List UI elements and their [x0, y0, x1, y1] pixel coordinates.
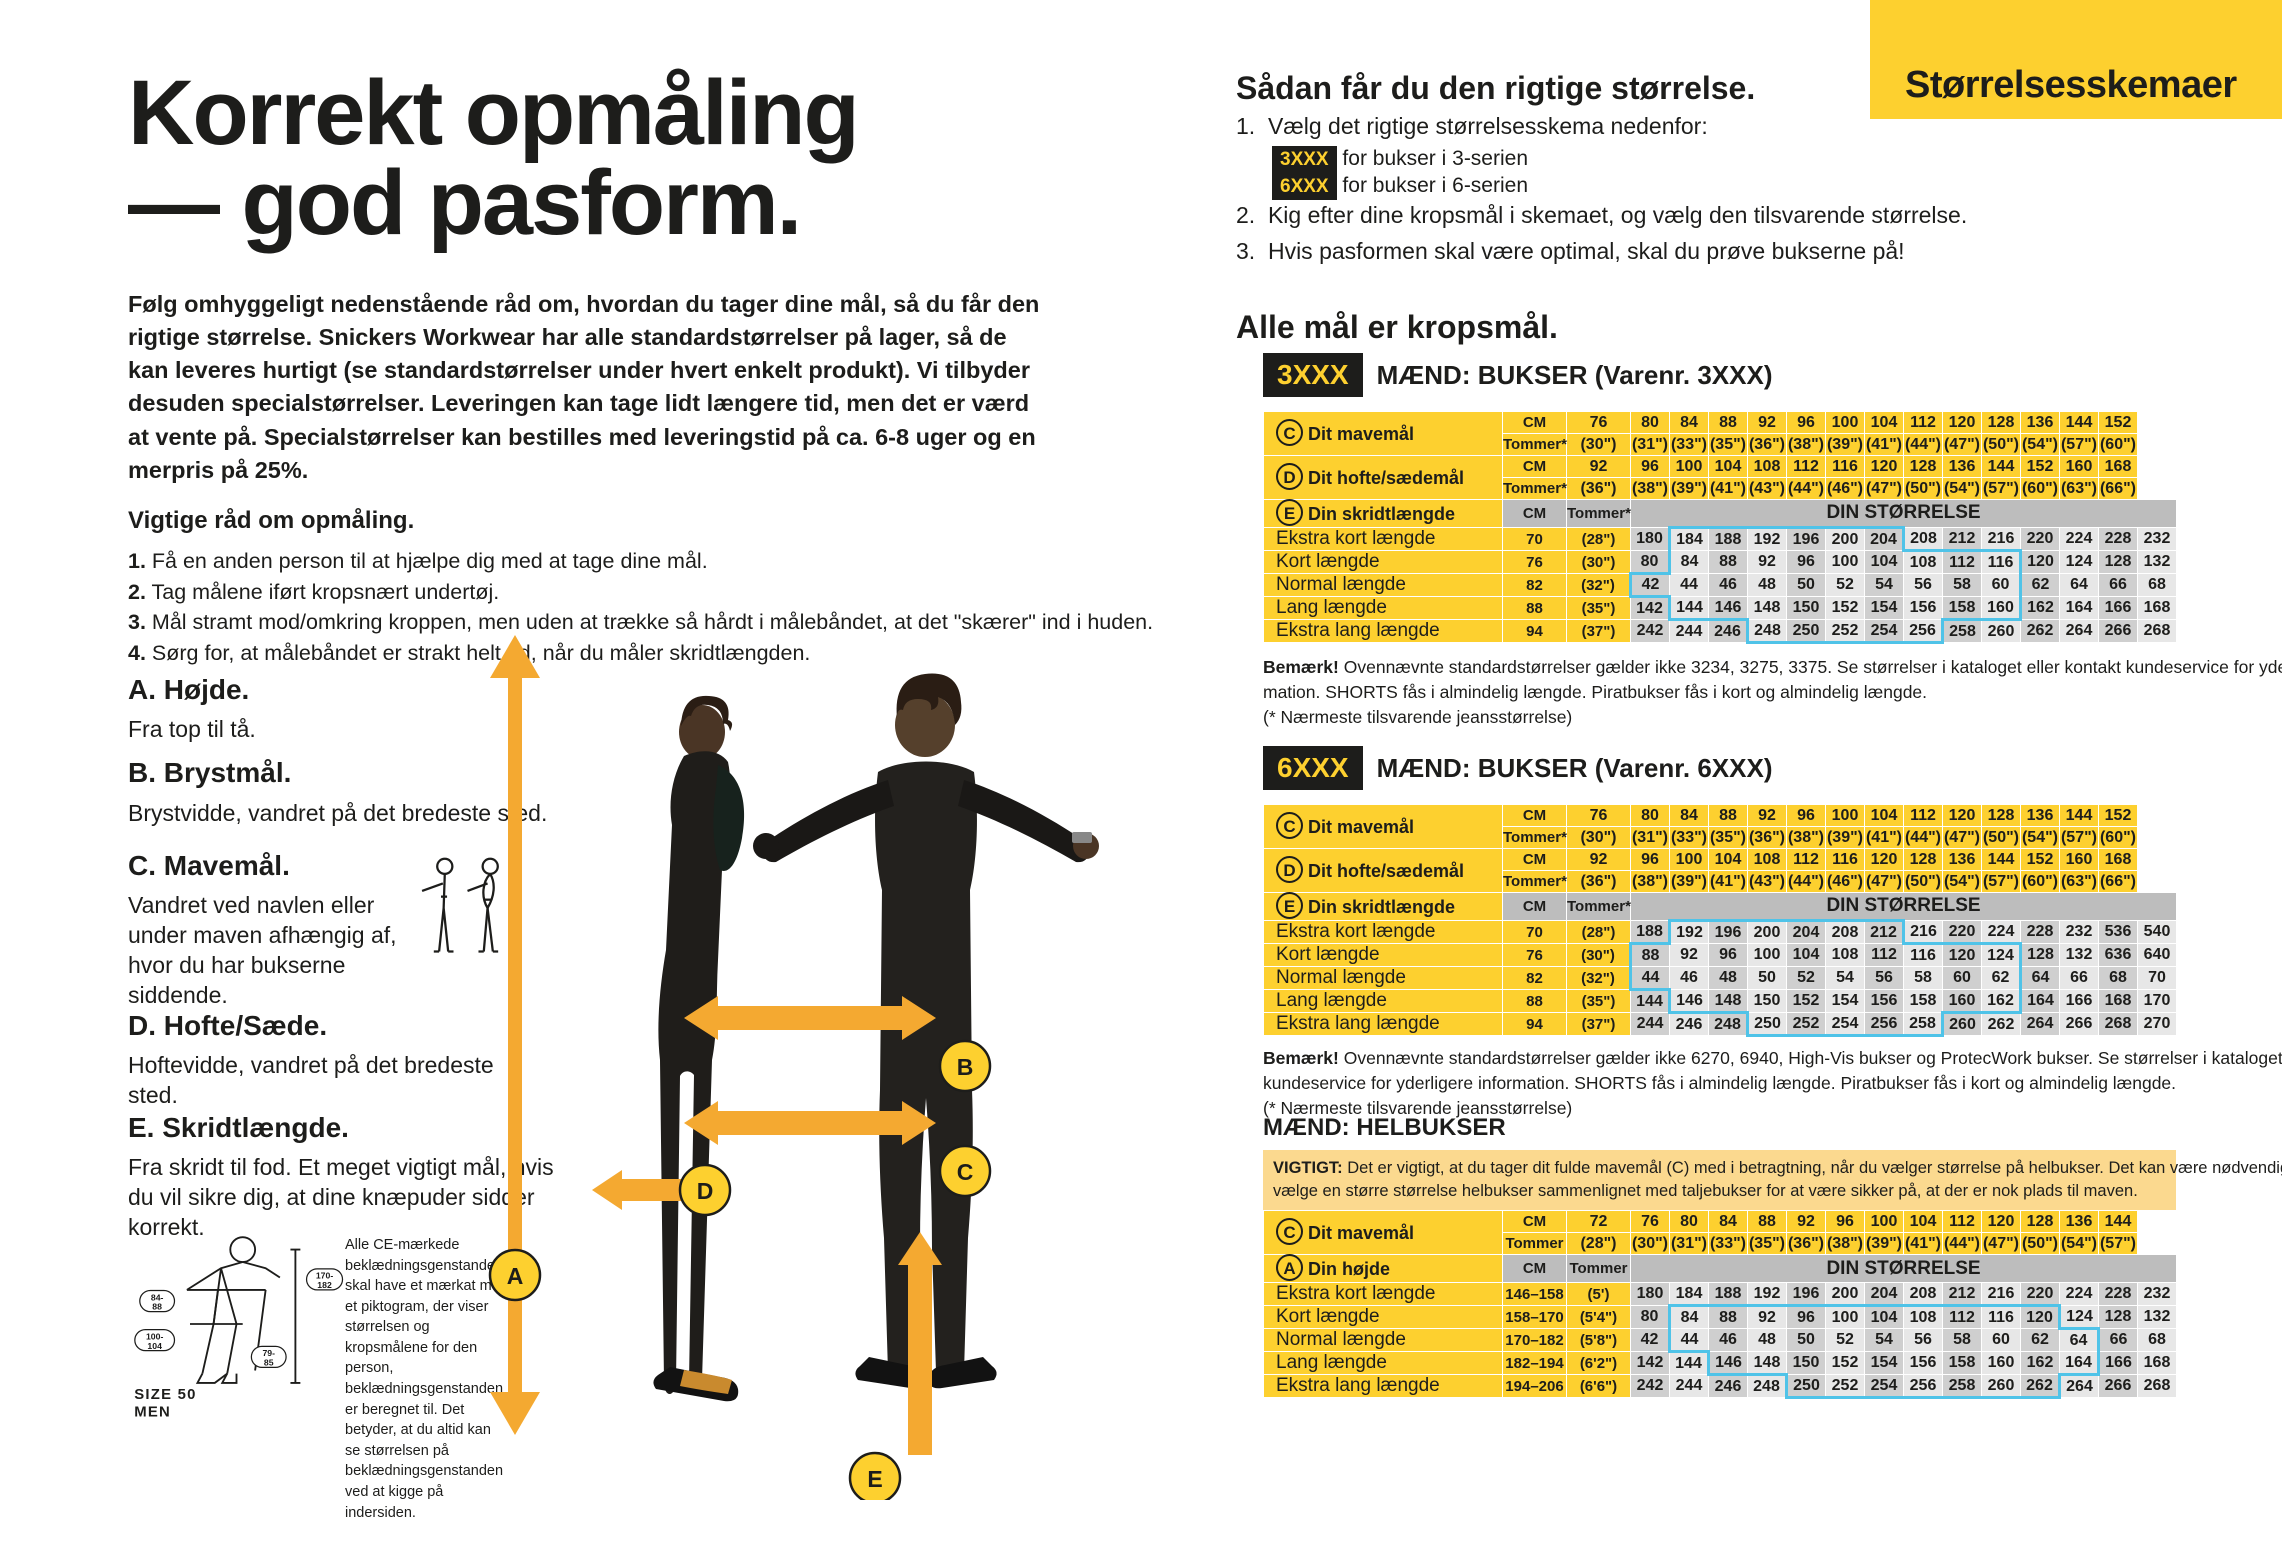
- svg-text:B: B: [957, 1054, 974, 1080]
- svg-text:A: A: [507, 1263, 524, 1289]
- svg-text:D: D: [697, 1178, 714, 1204]
- svg-text:C: C: [957, 1159, 974, 1185]
- svg-text:E: E: [867, 1466, 882, 1492]
